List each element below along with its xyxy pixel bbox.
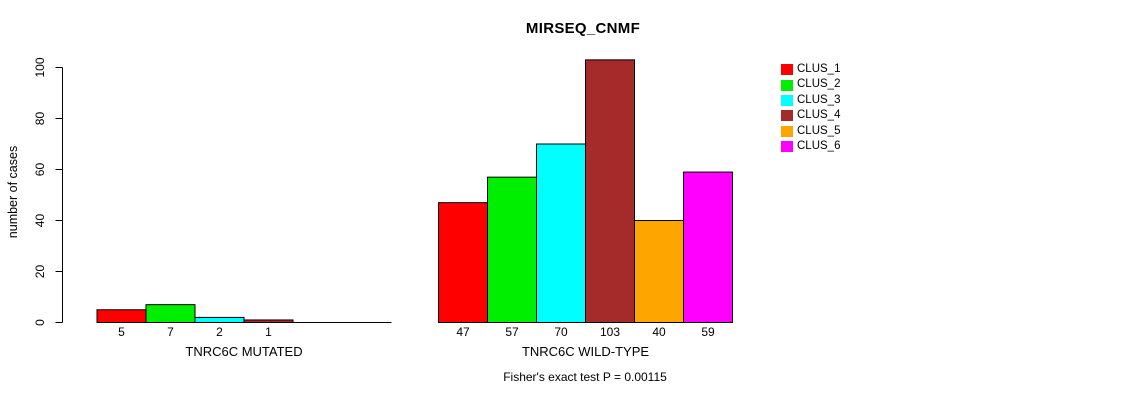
bar-clus_6	[683, 171, 733, 323]
y-tick-label: 80	[33, 112, 47, 126]
bar-clus_4	[243, 319, 294, 324]
bar-value-label: 2	[216, 325, 223, 339]
legend-item-label: CLUS_3	[797, 93, 841, 106]
bar-value-label: 5	[118, 325, 125, 339]
legend-color-swatch	[781, 94, 793, 106]
bar-value-label: 103	[600, 325, 620, 339]
bar-value-label: 70	[554, 325, 568, 339]
legend-item-label: CLUS_5	[797, 124, 841, 137]
y-tick-label: 20	[33, 265, 47, 279]
bar-clus_5	[634, 220, 684, 323]
legend-item: CLUS_2	[781, 77, 840, 92]
group-label: TNRC6C MUTATED	[185, 344, 302, 359]
legend-item-label: CLUS_1	[797, 62, 841, 75]
bar-value-label: 47	[456, 325, 470, 339]
y-tick-label: 40	[33, 214, 47, 228]
legend: CLUS_1 CLUS_2 CLUS_3 CLUS_4 CLUS_5 CLUS_6	[781, 62, 840, 154]
bar-value-label: 40	[652, 325, 666, 339]
legend-item: CLUS_5	[781, 124, 840, 139]
legend-color-swatch	[781, 125, 793, 137]
bar-value-label: 59	[701, 325, 715, 339]
bar-value-label: 57	[505, 325, 519, 339]
bar-clus_3	[194, 316, 245, 323]
legend-item-label: CLUS_6	[797, 139, 841, 152]
bar-value-label: 1	[265, 325, 272, 339]
legend-color-swatch	[781, 64, 793, 76]
bar-clus_1	[438, 202, 488, 323]
y-tick-label: 60	[33, 163, 47, 177]
chart-title: MIRSEQ_CNMF	[525, 20, 641, 37]
bar-clus_3	[536, 143, 586, 323]
bar-clus_2	[145, 304, 196, 323]
bar-clus_2	[487, 176, 537, 323]
legend-item: CLUS_1	[781, 62, 840, 77]
legend-color-swatch	[781, 110, 793, 122]
bar-value-label: 7	[167, 325, 174, 339]
y-tick-label: 100	[33, 57, 47, 77]
fisher-test-annotation: Fisher's exact test P = 0.00115	[503, 370, 667, 384]
legend-color-swatch	[781, 79, 793, 91]
legend-item: CLUS_4	[781, 108, 840, 123]
legend-item: CLUS_6	[781, 139, 840, 154]
bar-clus_1	[96, 309, 147, 323]
bar-clus_4	[585, 59, 635, 323]
y-tick-label: 0	[33, 319, 47, 326]
legend-item-label: CLUS_2	[797, 78, 841, 91]
legend-item-label: CLUS_4	[797, 109, 841, 122]
legend-color-swatch	[781, 141, 793, 153]
group-label: TNRC6C WILD-TYPE	[522, 344, 649, 359]
legend-item: CLUS_3	[781, 93, 840, 108]
